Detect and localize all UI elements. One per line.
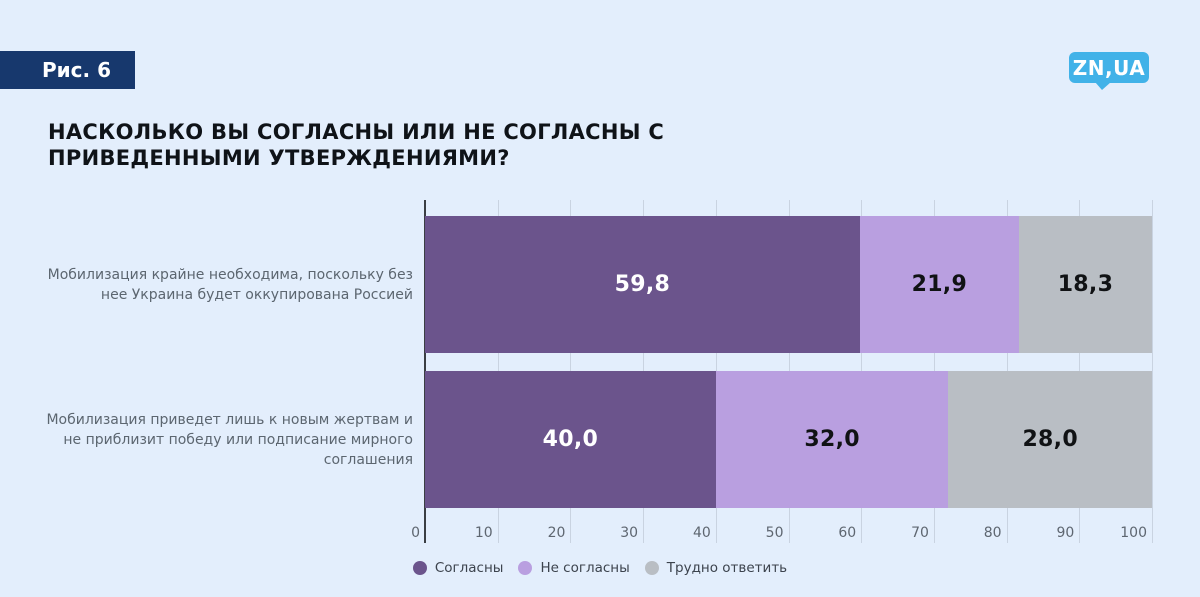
x-tick-20: 20 (547, 525, 566, 541)
bar-value-label: 59,8 (614, 272, 671, 297)
bar-segment: 21,9 (859, 216, 1019, 353)
bar-value-label: 28,0 (1022, 427, 1078, 452)
x-tick-60: 60 (838, 525, 857, 541)
bar-segment: 18,3 (1018, 216, 1152, 353)
x-tick-30: 30 (620, 525, 639, 541)
gridline-100 (1152, 200, 1153, 543)
category-label-2: Мобилизация приведет лишь к новым жертва… (46, 411, 413, 468)
legend-swatch-icon (518, 561, 533, 575)
x-tick-50: 50 (765, 525, 784, 541)
logo-tail-icon (1095, 82, 1111, 90)
x-tick-80: 80 (983, 525, 1002, 541)
legend-label: Не согласны (540, 560, 630, 576)
chart-title-line-1: НАСКОЛЬКО ВЫ СОГЛАСНЫ ИЛИ НЕ СОГЛАСНЫ С (48, 120, 665, 144)
zn-ua-logo: ZN,UA (1069, 52, 1149, 90)
bar-segment: 28,0 (948, 371, 1152, 508)
chart-legend: Согласны Не согласны Трудно ответить (0, 560, 1200, 576)
figure-badge: Рис. 6 (0, 51, 135, 89)
bar-value-label: 40,0 (542, 427, 599, 452)
legend-swatch-icon (644, 561, 659, 575)
bar-segment: 59,8 (425, 216, 860, 353)
legend-item: Согласны (412, 560, 504, 576)
bar-value-label: 18,3 (1057, 272, 1114, 297)
legend-label: Согласны (434, 560, 504, 576)
legend-swatch-icon (412, 561, 427, 575)
x-tick-70: 70 (911, 525, 929, 541)
bar-segment: 32,0 (715, 371, 949, 508)
bar-row-2: 40,0 32,0 28,0 (425, 371, 1152, 508)
bar-value-label: 32,0 (804, 427, 860, 452)
x-tick-100: 100 (1120, 525, 1147, 541)
bar-row-1: 59,8 21,9 18,3 (425, 216, 1152, 353)
x-tick-90: 90 (1056, 525, 1075, 541)
figure-badge-label: Рис. 6 (41, 58, 111, 82)
x-tick-0: 0 (411, 525, 420, 541)
category-label-1: Мобилизация крайне необходима, поскольку… (47, 266, 413, 303)
x-tick-40: 40 (692, 525, 711, 541)
legend-label: Трудно ответить (666, 560, 788, 576)
bar-value-label: 21,9 (911, 272, 968, 297)
legend-item: Не согласны (518, 560, 630, 576)
x-tick-10: 10 (474, 525, 493, 541)
legend-item: Трудно ответить (644, 560, 788, 576)
bar-segment: 40,0 (425, 371, 716, 508)
zn-ua-logo-text: ZN,UA (1072, 55, 1146, 80)
chart-title-line-2: ПРИВЕДЕННЫМИ УТВЕРЖДЕНИЯМИ? (48, 146, 510, 170)
